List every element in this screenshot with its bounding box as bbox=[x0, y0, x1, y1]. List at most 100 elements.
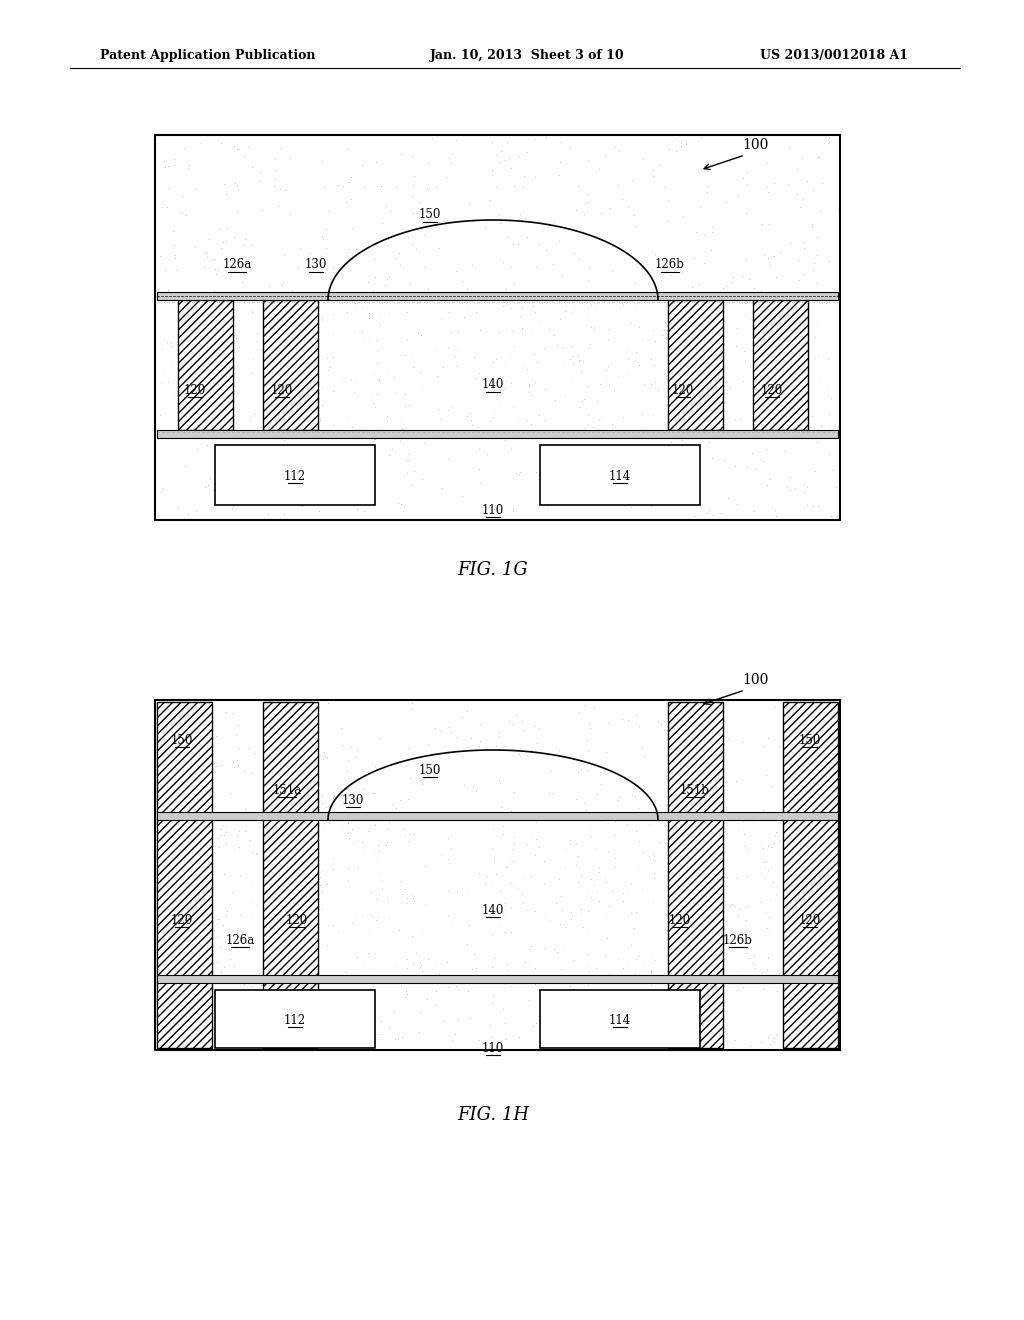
Point bbox=[356, 500, 373, 521]
Point bbox=[258, 401, 274, 422]
Point bbox=[627, 785, 643, 807]
Point bbox=[402, 272, 419, 293]
Point bbox=[611, 140, 628, 161]
Point bbox=[738, 840, 755, 861]
Point bbox=[361, 308, 378, 329]
Point bbox=[630, 351, 646, 372]
Point bbox=[692, 127, 709, 148]
Point bbox=[314, 150, 331, 172]
Point bbox=[381, 267, 397, 288]
Point bbox=[317, 219, 334, 240]
Point bbox=[413, 954, 429, 975]
Point bbox=[153, 372, 169, 393]
Point bbox=[823, 961, 840, 982]
Point bbox=[283, 329, 299, 350]
Point bbox=[179, 1026, 196, 1047]
Point bbox=[353, 322, 370, 343]
Point bbox=[366, 248, 382, 269]
Point bbox=[572, 286, 589, 308]
Point bbox=[757, 869, 773, 890]
Point bbox=[524, 1015, 541, 1036]
Point bbox=[255, 293, 271, 314]
Point bbox=[314, 793, 331, 814]
Point bbox=[228, 928, 245, 949]
Point bbox=[161, 803, 177, 824]
Point bbox=[330, 989, 346, 1010]
Point bbox=[583, 474, 599, 495]
Point bbox=[578, 193, 594, 214]
Point bbox=[514, 883, 530, 904]
Point bbox=[403, 692, 420, 713]
Point bbox=[662, 264, 678, 285]
Point bbox=[497, 892, 513, 913]
Point bbox=[767, 417, 783, 438]
Point bbox=[794, 148, 810, 169]
Point bbox=[712, 378, 728, 399]
Point bbox=[274, 272, 291, 293]
Point bbox=[472, 731, 488, 752]
Point bbox=[398, 449, 415, 470]
Point bbox=[809, 314, 825, 335]
Point bbox=[176, 314, 193, 335]
Point bbox=[568, 854, 585, 875]
Point bbox=[635, 416, 651, 437]
Point bbox=[333, 444, 349, 465]
Point bbox=[274, 763, 291, 784]
Point bbox=[194, 883, 210, 904]
Point bbox=[673, 737, 689, 758]
Point bbox=[496, 816, 512, 837]
Point bbox=[194, 886, 210, 907]
Point bbox=[649, 711, 666, 733]
Point bbox=[664, 719, 680, 741]
Point bbox=[461, 915, 477, 936]
Point bbox=[503, 921, 519, 942]
Point bbox=[628, 342, 644, 363]
Point bbox=[157, 768, 173, 789]
Point bbox=[746, 385, 763, 407]
Point bbox=[536, 874, 552, 895]
Point bbox=[713, 850, 729, 871]
Point bbox=[743, 952, 760, 973]
Point bbox=[809, 1002, 825, 1023]
Point bbox=[488, 735, 505, 756]
Point bbox=[346, 470, 362, 491]
Point bbox=[269, 861, 286, 882]
Point bbox=[211, 219, 227, 240]
Point bbox=[746, 378, 763, 399]
Point bbox=[496, 296, 512, 317]
Point bbox=[461, 193, 477, 214]
Point bbox=[434, 356, 451, 378]
Point bbox=[543, 760, 559, 781]
Point bbox=[805, 892, 821, 913]
Point bbox=[646, 867, 663, 888]
Point bbox=[362, 904, 379, 925]
Point bbox=[790, 891, 806, 912]
Point bbox=[606, 855, 623, 876]
Point bbox=[206, 777, 222, 799]
Point bbox=[581, 739, 597, 760]
Point bbox=[825, 919, 842, 940]
Point bbox=[153, 788, 169, 809]
Point bbox=[188, 499, 205, 520]
Point bbox=[484, 131, 501, 152]
Point bbox=[772, 735, 788, 756]
Point bbox=[413, 952, 429, 973]
Point bbox=[811, 894, 827, 915]
Point bbox=[730, 186, 746, 207]
Point bbox=[781, 137, 798, 158]
Point bbox=[499, 960, 515, 981]
Point bbox=[258, 342, 274, 363]
Point bbox=[592, 374, 608, 395]
Point bbox=[506, 826, 522, 847]
Point bbox=[791, 335, 807, 356]
Point bbox=[767, 824, 783, 845]
Point bbox=[778, 817, 795, 838]
Point bbox=[772, 242, 788, 263]
Point bbox=[821, 892, 838, 913]
Point bbox=[440, 904, 457, 925]
Point bbox=[374, 869, 390, 890]
Point bbox=[449, 355, 465, 376]
Point bbox=[583, 334, 599, 355]
Point bbox=[380, 892, 396, 913]
Point bbox=[796, 1022, 812, 1043]
